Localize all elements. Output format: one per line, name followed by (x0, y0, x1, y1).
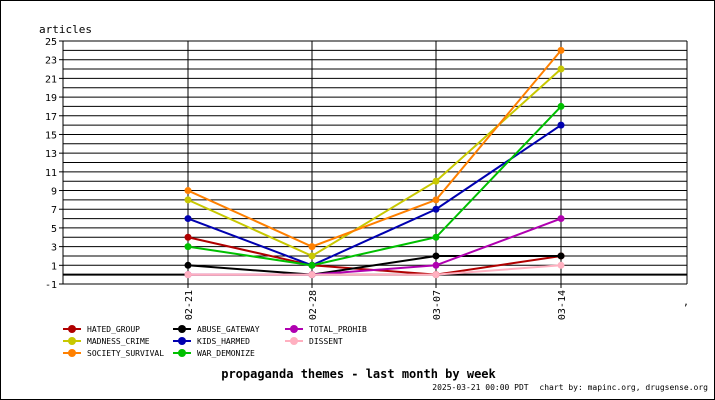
data-point (184, 187, 192, 195)
legend-label: ABUSE_GATEWAY (197, 324, 260, 334)
data-point (184, 261, 192, 269)
legend-swatch (285, 323, 303, 335)
y-tick-label: 17 (45, 112, 57, 123)
legend-swatch (63, 347, 81, 359)
y-tick-label: 11 (45, 168, 57, 179)
chart-title: propaganda themes - last month by week (221, 367, 496, 381)
legend-label: SOCIETY_SURVIVAL (87, 348, 165, 358)
legend-swatch (63, 323, 81, 335)
legend-item: ABUSE_GATEWAY (173, 323, 260, 335)
data-point (308, 261, 316, 269)
y-tick-label: 7 (51, 205, 57, 216)
data-point (184, 233, 192, 241)
legend-label: KIDS_HARMED (197, 336, 250, 346)
data-point (432, 252, 440, 260)
legend-swatch (285, 335, 303, 347)
y-tick-label: 1 (51, 261, 57, 272)
data-point (184, 271, 192, 279)
legend-item: MADNESS_CRIME (63, 335, 150, 347)
legend-item: WAR_DEMONIZE (173, 347, 255, 359)
timestamp: 2025-03-21 00:00 PDT (432, 383, 529, 392)
legend-swatch (63, 335, 81, 347)
legend-label: WAR_DEMONIZE (197, 348, 255, 358)
legend-label: HATED_GROUP (87, 324, 140, 334)
grid-lines (63, 40, 687, 285)
legend-item: DISSENT (285, 335, 343, 347)
y-tick-label: 13 (45, 149, 57, 160)
y-tick-label: 9 (51, 187, 57, 198)
data-point (432, 233, 440, 241)
y-axis-label: articles (39, 23, 92, 36)
data-point (432, 261, 440, 269)
data-point (557, 252, 565, 260)
data-point (557, 215, 565, 223)
legend-item: HATED_GROUP (63, 323, 140, 335)
y-tick-label: 21 (45, 74, 57, 85)
data-point (557, 261, 565, 269)
y-tick-label: 3 (51, 243, 57, 254)
chart-footer: 2025-03-21 00:00 PDT chart by: mapinc.or… (426, 383, 708, 392)
series-line (187, 124, 562, 267)
x-tick-label: 03-07 (432, 290, 443, 320)
series-line (188, 264, 562, 276)
y-tick-label: 5 (51, 224, 57, 235)
legend-swatch (173, 323, 191, 335)
credit-text: chart by: mapinc.org, drugsense.org (539, 383, 708, 392)
y-tick-label: 25 (45, 37, 57, 48)
data-point (308, 243, 316, 251)
legend-label: TOTAL_PROHIB (309, 324, 367, 334)
x-tick-label: 03-14 (557, 290, 568, 320)
data-point (557, 65, 565, 73)
legend-swatch (173, 335, 191, 347)
y-tick-label: 19 (45, 93, 57, 104)
legend-item: TOTAL_PROHIB (285, 323, 367, 335)
legend-swatch (173, 347, 191, 359)
data-point (184, 243, 192, 251)
series-line (187, 49, 562, 248)
x-tick-label: 02-21 (184, 290, 195, 320)
legend-item: SOCIETY_SURVIVAL (63, 347, 164, 359)
data-point (432, 271, 440, 279)
data-point (557, 46, 565, 54)
series-line (187, 254, 561, 276)
data-point (184, 215, 192, 223)
data-point (432, 205, 440, 213)
y-tick-label: 23 (45, 56, 57, 67)
data-point (557, 102, 565, 110)
data-point (432, 177, 440, 185)
x-axis-end-mark: , (683, 297, 690, 308)
legend: HATED_GROUP MADNESS_CRIME SOCIETY_SURVIVAL… (63, 323, 423, 359)
data-point (308, 271, 316, 279)
y-tick-label: 15 (45, 130, 57, 141)
y-tick-label: -1 (45, 280, 57, 291)
data-point (432, 196, 440, 204)
data-point (557, 121, 565, 129)
legend-label: MADNESS_CRIME (87, 336, 150, 346)
data-point (184, 196, 192, 204)
series-line (187, 105, 562, 267)
series-layer (184, 46, 565, 279)
legend-item: KIDS_HARMED (173, 335, 250, 347)
legend-label: DISSENT (309, 336, 343, 346)
data-point (308, 252, 316, 260)
x-tick-label: 02-28 (308, 290, 319, 320)
